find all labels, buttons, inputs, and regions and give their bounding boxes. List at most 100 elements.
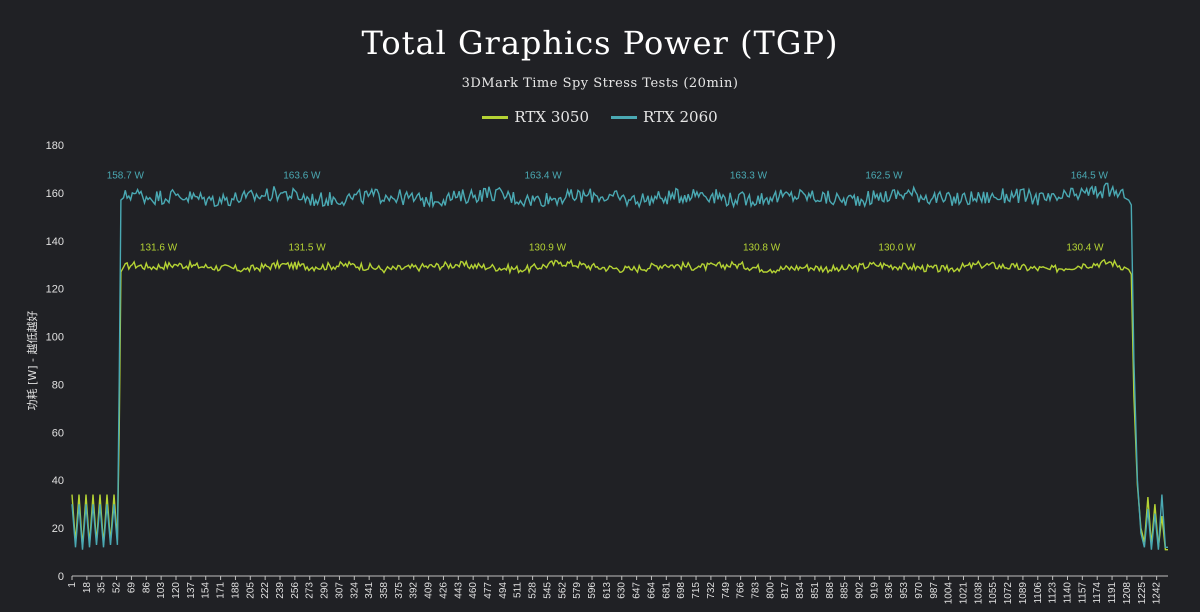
x-tick-label: 936 [884, 582, 895, 599]
x-tick-label: 698 [676, 582, 687, 599]
x-tick-label: 1123 [1048, 582, 1059, 604]
x-tick-label: 1038 [973, 582, 984, 605]
x-tick-label: 579 [572, 582, 583, 599]
x-tick-label: 1072 [1003, 582, 1014, 605]
data-label-rtx-3050: 131.6 W [140, 242, 178, 253]
x-tick-label: 86 [141, 582, 152, 594]
x-tick-label: 1106 [1033, 582, 1044, 604]
x-tick-label: 426 [438, 582, 449, 599]
x-tick-label: 409 [424, 582, 435, 599]
x-tick-label: 256 [290, 582, 301, 599]
legend-swatch-rtx-3050 [482, 115, 509, 119]
x-tick-label: 324 [349, 582, 360, 599]
x-tick-label: 545 [542, 582, 553, 599]
x-tick-label: 1089 [1018, 582, 1029, 605]
x-tick-label: 817 [780, 582, 791, 599]
x-tick-label: 307 [334, 582, 345, 599]
x-tick-label: 630 [617, 582, 628, 599]
x-tick-label: 562 [557, 582, 568, 599]
x-tick-label: 1021 [958, 582, 969, 605]
x-tick-label: 681 [661, 582, 672, 599]
data-label-rtx-3050: 130.4 W [1066, 242, 1104, 253]
x-tick-label: 613 [602, 582, 613, 599]
x-tick-label: 919 [869, 582, 880, 599]
x-tick-label: 290 [320, 582, 331, 599]
x-tick-label: 987 [929, 582, 940, 599]
x-tick-label: 52 [112, 582, 123, 594]
chart-title: Total Graphics Power (TGP) [361, 24, 839, 62]
x-tick-label: 273 [305, 582, 316, 599]
x-tick-label: 783 [750, 582, 761, 599]
x-tick-label: 953 [899, 582, 910, 599]
y-tick-label: 100 [46, 332, 64, 344]
y-tick-label: 0 [58, 571, 64, 583]
x-tick-label: 732 [706, 582, 717, 599]
x-tick-label: 1191 [1107, 582, 1118, 604]
y-tick-label: 140 [46, 236, 64, 248]
x-tick-label: 460 [468, 582, 479, 599]
x-tick-label: 205 [245, 582, 256, 599]
x-tick-label: 239 [275, 582, 286, 599]
x-tick-label: 188 [230, 582, 241, 599]
x-tick-label: 1140 [1062, 582, 1073, 604]
x-tick-label: 154 [201, 582, 212, 599]
x-tick-label: 766 [736, 582, 747, 599]
x-tick-label: 103 [156, 582, 167, 599]
x-tick-label: 1208 [1122, 582, 1133, 605]
x-tick-label: 358 [379, 582, 390, 599]
series-line-rtx-3050 [71, 258, 1168, 551]
x-tick-label: 1055 [988, 582, 999, 605]
legend-label-rtx-2060: RTX 2060 [643, 108, 718, 126]
x-tick-label: 443 [453, 582, 464, 599]
x-tick-label: 35 [97, 582, 108, 594]
data-label-rtx-2060: 162.5 W [865, 171, 903, 182]
x-tick-label: 18 [82, 582, 93, 594]
x-tick-label: 69 [126, 582, 137, 594]
x-tick-label: 664 [646, 582, 657, 599]
x-tick-label: 1242 [1152, 582, 1163, 605]
x-tick-label: 715 [691, 582, 702, 599]
x-tick-label: 800 [765, 582, 776, 599]
x-tick-label: 1004 [944, 582, 955, 605]
legend-swatch-rtx-2060 [611, 115, 637, 119]
x-tick-label: 596 [587, 582, 598, 599]
chart-subtitle: 3DMark Time Spy Stress Tests (20min) [461, 76, 739, 91]
data-label-rtx-2060: 163.3 W [730, 171, 768, 182]
x-tick-label: 137 [186, 582, 197, 599]
x-tick-label: 392 [409, 582, 420, 599]
data-label-rtx-3050: 131.5 W [288, 242, 326, 253]
y-tick-label: 120 [46, 284, 64, 296]
x-tick-label: 1174 [1092, 582, 1103, 604]
y-tick-label: 160 [46, 188, 64, 200]
series-line-rtx-2060 [71, 182, 1168, 550]
data-label-rtx-2060: 163.4 W [524, 171, 562, 182]
data-label-rtx-3050: 130.0 W [878, 242, 916, 253]
x-tick-label: 477 [483, 582, 494, 599]
x-tick-label: 902 [854, 582, 865, 599]
data-label-rtx-3050: 130.8 W [743, 242, 781, 253]
x-tick-label: 851 [810, 582, 821, 599]
y-tick-label: 60 [52, 427, 64, 439]
x-tick-label: 1225 [1137, 582, 1148, 605]
x-tick-label: 511 [513, 582, 524, 598]
data-label-rtx-2060: 158.7 W [107, 171, 145, 182]
legend-item-rtx-2060: RTX 2060 [611, 108, 718, 126]
data-label-rtx-2060: 164.5 W [1071, 171, 1109, 182]
data-label-rtx-2060: 163.6 W [283, 171, 321, 182]
y-tick-label: 40 [52, 475, 64, 487]
x-tick-label: 528 [528, 582, 539, 599]
x-tick-label: 494 [498, 582, 509, 599]
x-tick-label: 171 [216, 582, 227, 599]
x-tick-label: 341 [364, 582, 375, 599]
legend: RTX 3050 RTX 2060 [0, 108, 1200, 126]
x-tick-label: 222 [260, 582, 271, 599]
x-tick-label: 120 [171, 582, 182, 599]
x-tick-label: 1 [67, 582, 78, 588]
x-tick-label: 970 [914, 582, 925, 599]
x-tick-label: 885 [840, 582, 851, 599]
y-axis-title: 功耗 [W] - 越低越好 [25, 311, 39, 411]
x-tick-label: 749 [721, 582, 732, 599]
x-tick-label: 1157 [1077, 582, 1088, 604]
legend-label-rtx-3050: RTX 3050 [514, 108, 589, 126]
